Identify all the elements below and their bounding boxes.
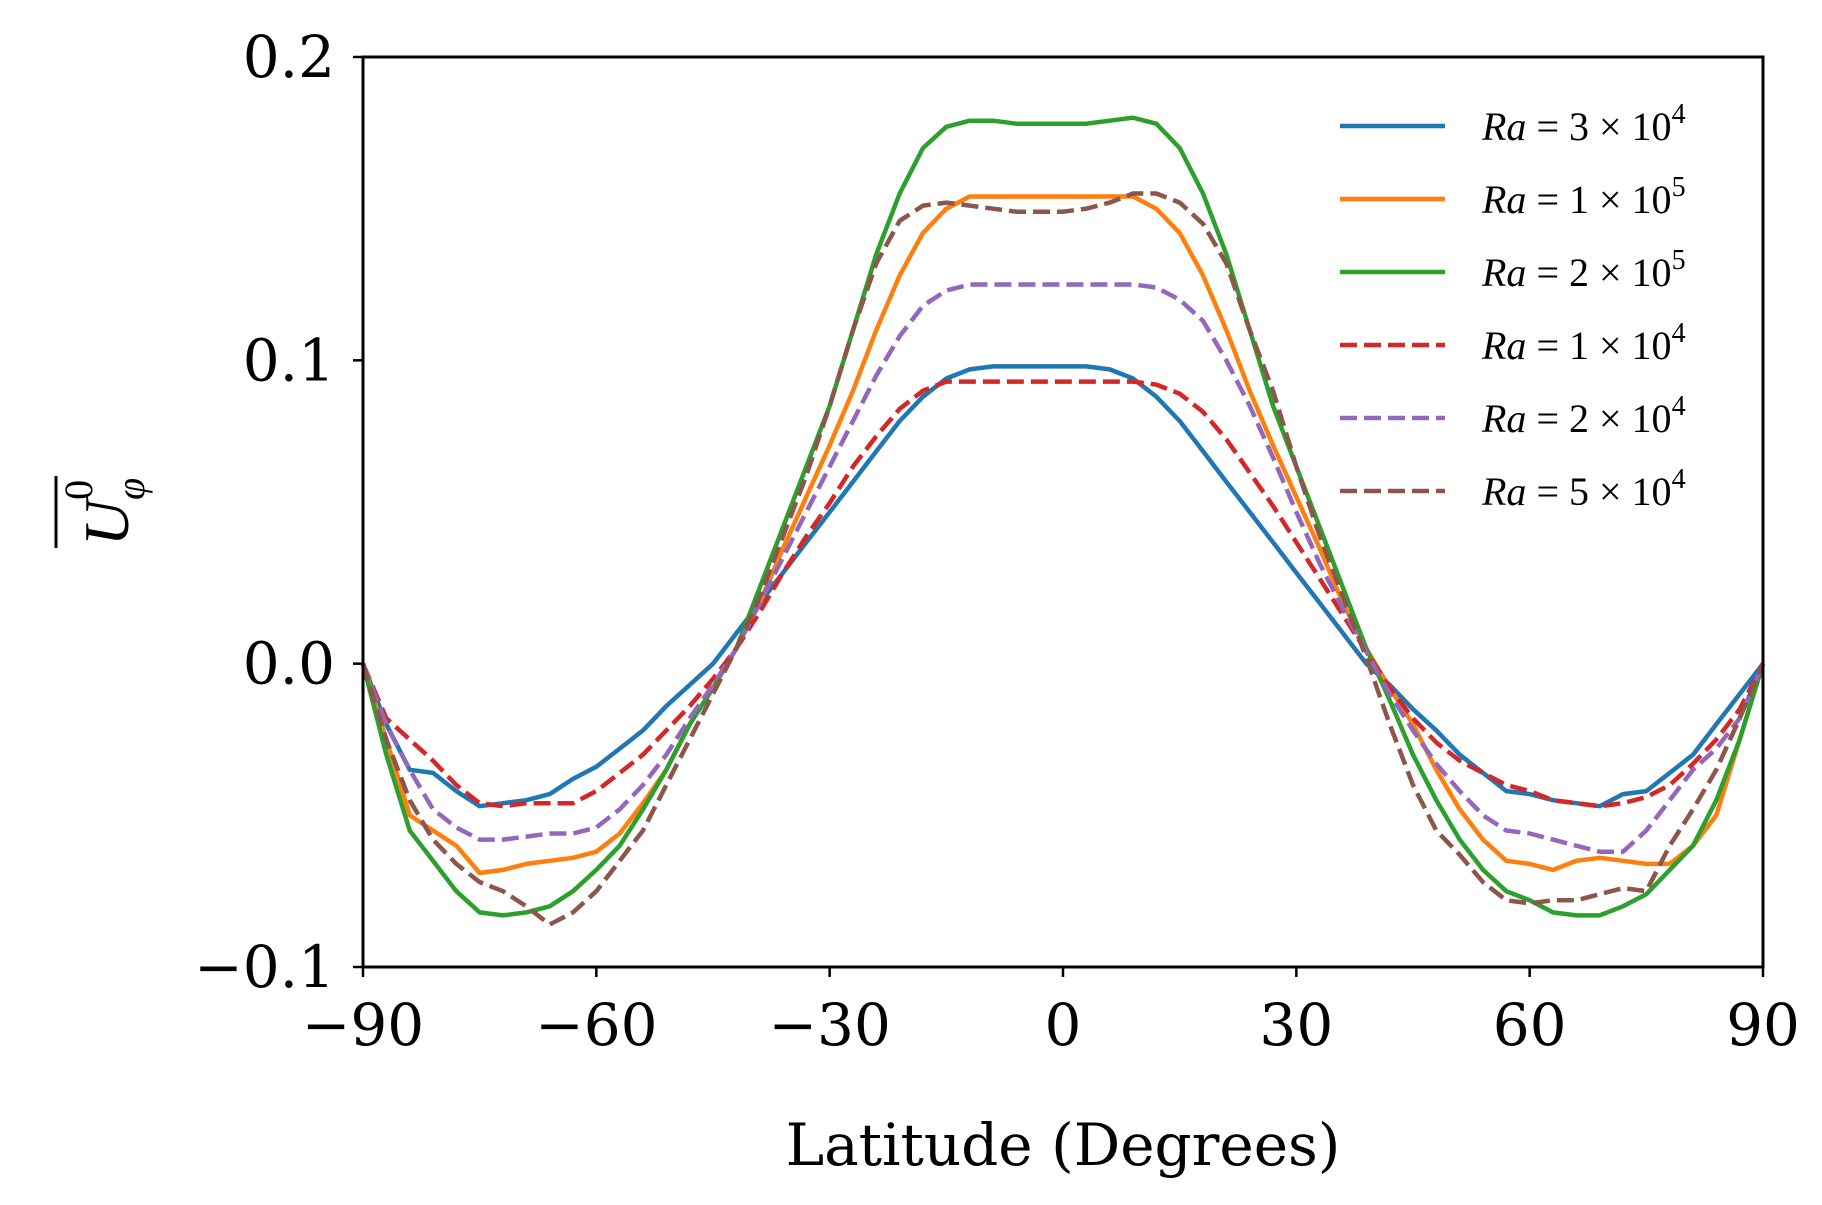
legend-coef: 2: [1569, 396, 1589, 441]
legend-label: Ra = 1 × 104: [1481, 318, 1686, 368]
svg-text:Uφ0: Uφ0: [56, 478, 153, 546]
legend-eq: =: [1526, 396, 1569, 441]
x-tick-label: 90: [1726, 991, 1800, 1059]
legend-exp: 4: [1672, 99, 1686, 130]
y-tick-label: −0.1: [194, 933, 335, 1001]
legend-coef: 1: [1569, 323, 1589, 368]
y-tick-label: 0.0: [243, 630, 335, 698]
legend-coef: 3: [1569, 104, 1589, 149]
x-tick-label: 60: [1493, 991, 1567, 1059]
legend-times: × 10: [1589, 323, 1672, 368]
legend-times: × 10: [1589, 396, 1672, 441]
legend-eq: =: [1526, 250, 1569, 295]
legend-ra: Ra: [1481, 177, 1526, 222]
legend-exp: 4: [1672, 391, 1686, 422]
y-label-base: U: [71, 496, 142, 546]
y-label-sup: 0: [56, 480, 101, 500]
series-line-4: [360, 282, 1766, 854]
legend-coef: 1: [1569, 177, 1589, 222]
legend-times: × 10: [1589, 469, 1672, 514]
legend-label: Ra = 1 × 105: [1481, 172, 1686, 222]
legend-ra: Ra: [1481, 396, 1526, 441]
legend-label: Ra = 2 × 104: [1481, 391, 1686, 441]
legend-eq: =: [1526, 177, 1569, 222]
ticks-layer: −90 −60 −30 0 30 60 90 −0.1 0.0 0.1 0.2: [194, 23, 1800, 1059]
series-layer: [360, 115, 1766, 927]
legend-exp: 5: [1672, 245, 1686, 276]
x-tick-label: 0: [1045, 991, 1082, 1059]
legend-exp: 4: [1672, 318, 1686, 349]
legend-label: Ra = 2 × 105: [1481, 245, 1686, 295]
y-label-sub: φ: [108, 478, 153, 500]
x-tick-label: 30: [1259, 991, 1333, 1059]
series-line-3: [360, 379, 1766, 809]
x-axis-label: Latitude (Degrees): [786, 1111, 1341, 1179]
y-tick-label: 0.2: [243, 23, 335, 91]
legend-ra: Ra: [1481, 323, 1526, 368]
legend-times: × 10: [1589, 104, 1672, 149]
x-tick-label: −60: [535, 991, 657, 1059]
series-line-1: [360, 194, 1766, 876]
legend-eq: =: [1526, 469, 1569, 514]
legend-coef: 2: [1569, 250, 1589, 295]
legend-eq: =: [1526, 323, 1569, 368]
legend-exp: 5: [1672, 172, 1686, 203]
series-line-5: [360, 191, 1766, 927]
series-line-2: [360, 115, 1766, 918]
legend-ra: Ra: [1481, 250, 1526, 295]
legend-times: × 10: [1589, 177, 1672, 222]
legend-ra: Ra: [1481, 469, 1526, 514]
legend-label: Ra = 3 × 104: [1481, 99, 1686, 149]
legend-eq: =: [1526, 104, 1569, 149]
legend-times: × 10: [1589, 250, 1672, 295]
y-axis-label: Uφ0: [54, 476, 153, 548]
legend-label: Ra = 5 × 104: [1481, 464, 1686, 514]
y-tick-label: 0.1: [243, 326, 335, 394]
x-tick-label: −90: [302, 991, 424, 1059]
legend-exp: 4: [1672, 464, 1686, 495]
x-tick-label: −30: [768, 991, 890, 1059]
legend-coef: 5: [1569, 469, 1589, 514]
legend-ra: Ra: [1481, 104, 1526, 149]
series-line-0: [360, 364, 1765, 809]
